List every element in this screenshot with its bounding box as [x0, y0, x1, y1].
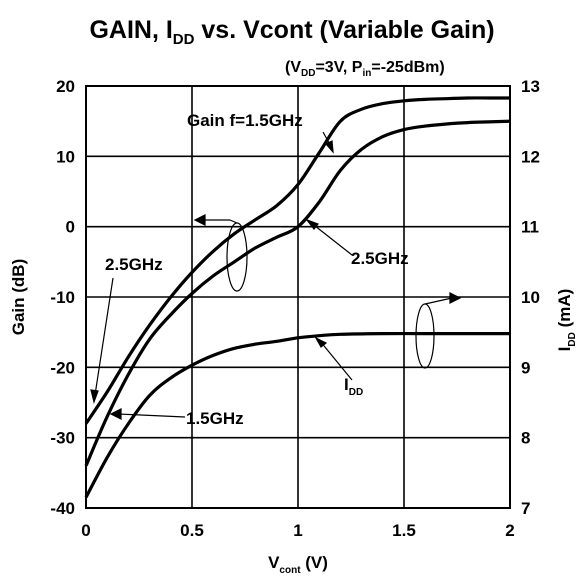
x-axis-label: Vcont (V) [268, 553, 328, 576]
y-axis-label-right-unit: (mA) [555, 289, 574, 332]
y-right-tick-label-6: 13 [521, 77, 540, 96]
y-right-tick-label-5: 12 [521, 147, 540, 166]
subtitle-sub1: DD [301, 68, 315, 79]
idd-right-arrow-line [424, 297, 453, 305]
label-idd: IDD [344, 375, 363, 398]
x-tick-label-3: 1.5 [392, 521, 416, 540]
subtitle-part-a: (V [285, 59, 301, 76]
x-axis-label-sub: cont [279, 565, 301, 576]
y-left-tick-label-3: -10 [50, 288, 75, 307]
title-part-a: GAIN, I [89, 16, 172, 44]
chart-subtitle: (VDD=3V, Pin=-25dBm) [285, 59, 445, 79]
idd-arrowhead [314, 336, 328, 348]
x-axis-label-main: V [268, 553, 280, 572]
y-right-tick-label-3: 10 [521, 288, 540, 307]
x-tick-label-1: 0.5 [180, 521, 204, 540]
y-axis-label-right-sub: DD [567, 332, 578, 346]
series-lines [84, 96, 511, 499]
label-idd-main: I [344, 375, 349, 394]
x-tick-label-2: 1 [293, 521, 302, 540]
annotations [90, 131, 462, 420]
label-idd-sub: DD [349, 387, 363, 398]
idd-ellipse [415, 303, 435, 369]
chart-title: GAIN, IDD vs. Vcont (Variable Gain) [89, 16, 494, 48]
y-axis-label-left: Gain (dB) [9, 259, 28, 336]
x-tick-label-4: 2 [505, 521, 514, 540]
gain15-arrowhead [325, 140, 334, 154]
idd-right-arrowhead [449, 292, 462, 304]
plot-frame [85, 85, 511, 509]
y-right-tick-label-4: 11 [521, 218, 539, 237]
series-line-0 [84, 96, 510, 425]
y-left-tick-label-1: -30 [50, 429, 75, 448]
lbl15-pointer-line [117, 413, 186, 418]
title-subscript: DD [173, 31, 195, 48]
y-right-tick-label-1: 8 [521, 429, 530, 448]
subtitle-part-c: =-25dBm) [371, 59, 444, 76]
y-left-tick-label-0: -40 [50, 499, 75, 518]
label-2-5ghz-left: 2.5GHz [105, 255, 163, 274]
tick-labels: 0 0.5 1 1.5 2 -40 -30 -20 -10 0 10 20 7 8 9 10 11 12 13 [50, 77, 540, 540]
idd-pointer-line [319, 340, 353, 381]
label-gain-1-5ghz: Gain f=1.5GHz [187, 111, 303, 130]
series-line-2 [84, 331, 510, 499]
y-right-tick-label-0: 7 [521, 499, 530, 518]
y-left-tick-label-4: 0 [66, 218, 75, 237]
x-axis-label-unit: (V) [301, 553, 328, 572]
y-left-tick-label-6: 20 [56, 77, 75, 96]
lbl25-left-arrowhead [90, 389, 99, 405]
y-left-tick-label-5: 10 [56, 147, 75, 166]
ellipse-left-connector [229, 219, 238, 224]
lbl25-right-pointer-line [309, 221, 353, 256]
y-left-tick-label-2: -20 [50, 358, 75, 377]
y-axis-label-right-main: I [555, 347, 574, 352]
title-part-b: vs. Vcont (Variable Gain) [194, 16, 494, 44]
series-line-1 [84, 119, 511, 467]
lbl25-right-arrowhead [305, 218, 319, 230]
y-right-tick-label-2: 9 [521, 358, 530, 377]
lbl15-arrowhead [109, 408, 122, 420]
y-axis-label-right: IDD (mA) [555, 289, 578, 352]
gain-left-arrowhead [193, 214, 206, 226]
x-tick-label-0: 0 [81, 521, 90, 540]
subtitle-sub2: in [362, 68, 371, 79]
label-2-5ghz-right: 2.5GHz [351, 249, 409, 268]
label-1-5ghz: 1.5GHz [186, 409, 244, 428]
grid [85, 85, 511, 509]
lbl25-left-pointer-line [94, 277, 114, 396]
subtitle-part-b: =3V, P [315, 59, 362, 76]
